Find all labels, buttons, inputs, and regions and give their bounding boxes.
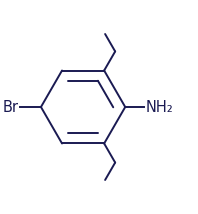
Text: Br: Br: [2, 100, 18, 114]
Text: NH₂: NH₂: [146, 100, 174, 114]
